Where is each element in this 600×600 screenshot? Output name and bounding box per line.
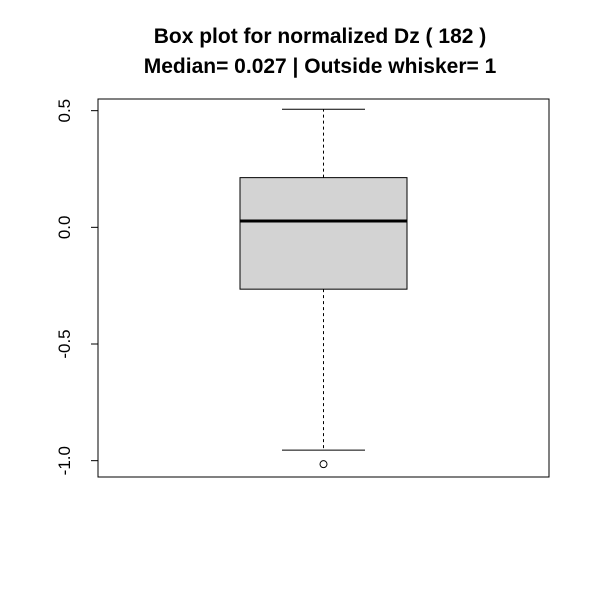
outlier-point (319, 460, 328, 469)
y-axis: -1.0 -0.5 0.0 0.5 (55, 99, 99, 475)
chart-subtitle: Median= 0.027 | Outside whisker= 1 (143, 55, 497, 78)
box-group (239, 108, 408, 451)
interquartile-box (239, 177, 408, 290)
y-tick-label: 0.0 (55, 216, 74, 240)
chart-title-block: Box plot for normalized Dz ( 182 ) Media… (0, 22, 600, 82)
chart-title: Box plot for normalized Dz ( 182 ) (153, 25, 487, 48)
outliers (319, 460, 328, 469)
y-tick-label: -1.0 (55, 446, 74, 475)
y-tick-label: 0.5 (55, 99, 74, 123)
y-tick-label: -0.5 (55, 329, 74, 358)
